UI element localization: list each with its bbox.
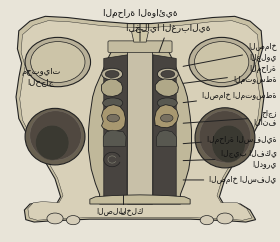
Polygon shape <box>102 105 125 132</box>
Ellipse shape <box>102 68 123 80</box>
Text: الخلك: الخلك <box>120 206 144 215</box>
Polygon shape <box>153 55 176 200</box>
Polygon shape <box>157 130 177 146</box>
Ellipse shape <box>36 125 69 160</box>
Polygon shape <box>90 195 190 204</box>
Ellipse shape <box>47 213 63 224</box>
Ellipse shape <box>160 114 173 122</box>
Ellipse shape <box>157 98 177 108</box>
Polygon shape <box>132 29 148 42</box>
Text: محتويات
الحجاج: محتويات الحجاج <box>21 67 61 86</box>
Ellipse shape <box>189 37 254 87</box>
Text: المحارة الهوائية: المحارة الهوائية <box>103 9 177 41</box>
Ellipse shape <box>105 70 119 78</box>
Ellipse shape <box>161 70 175 78</box>
Polygon shape <box>102 79 123 97</box>
Ellipse shape <box>66 216 80 225</box>
Polygon shape <box>155 79 178 97</box>
Ellipse shape <box>30 111 81 160</box>
Ellipse shape <box>195 42 249 83</box>
Polygon shape <box>103 130 126 146</box>
Polygon shape <box>127 42 153 204</box>
Ellipse shape <box>212 125 245 163</box>
Ellipse shape <box>107 114 120 122</box>
Text: الصماخ السفلي: الصماخ السفلي <box>183 175 277 184</box>
FancyBboxPatch shape <box>108 41 172 53</box>
Text: الجيب الفكي
الدوري: الجيب الفكي الدوري <box>183 149 277 168</box>
Polygon shape <box>16 16 264 222</box>
Polygon shape <box>104 55 127 200</box>
Text: الصلب: الصلب <box>96 206 125 215</box>
Polygon shape <box>20 21 260 220</box>
Ellipse shape <box>195 108 255 168</box>
Polygon shape <box>155 105 178 128</box>
Text: الصماخ المتوسطة: الصماخ المتوسطة <box>183 91 277 103</box>
Ellipse shape <box>157 68 178 80</box>
Ellipse shape <box>103 98 123 108</box>
Ellipse shape <box>199 111 251 163</box>
Ellipse shape <box>25 37 90 87</box>
Ellipse shape <box>25 108 85 165</box>
Ellipse shape <box>200 216 214 225</box>
Text: حاجز
الأنف: حاجز الأنف <box>183 108 277 127</box>
Ellipse shape <box>31 42 85 83</box>
Ellipse shape <box>217 213 233 224</box>
Text: الخلايا الغربالية: الخلايا الغربالية <box>126 23 210 52</box>
Text: الصماخ
العلوي: الصماخ العلوي <box>183 42 277 66</box>
Text: المحارة السفلية: المحارة السفلية <box>183 135 277 144</box>
Text: المحارة
المتوسطة: المحارة المتوسطة <box>183 64 277 84</box>
Polygon shape <box>88 41 192 204</box>
